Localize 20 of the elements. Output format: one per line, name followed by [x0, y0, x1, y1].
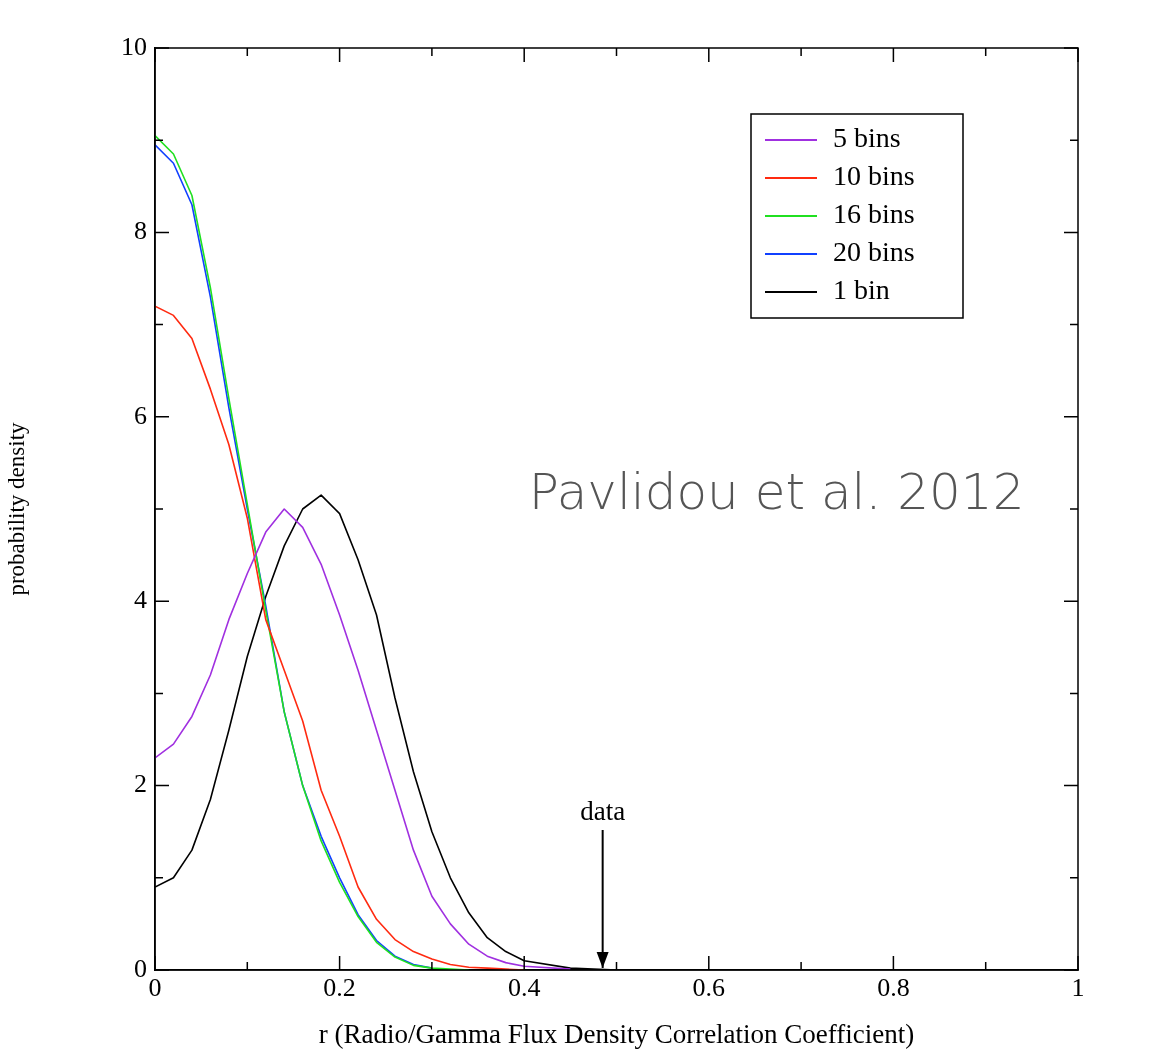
legend-label: 1 bin: [833, 274, 890, 306]
annotation: data: [580, 796, 626, 826]
y-tick-label: 10: [121, 31, 147, 61]
x-tick-label: 0.6: [692, 972, 726, 1002]
y-tick-label: 6: [134, 400, 147, 430]
legend-label: 5 bins: [833, 122, 901, 154]
legend-label: 16 bins: [833, 198, 915, 230]
x-tick-label: 0.8: [877, 972, 910, 1002]
legend-label: 10 bins: [833, 160, 915, 192]
x-axis-title: r (Radio/Gamma Flux Density Correlation Coefficient): [318, 1018, 915, 1049]
x-tick-label: 0.4: [507, 972, 541, 1002]
y-tick-label: 8: [134, 216, 147, 246]
annotation: Pavlidou et al. 2012: [528, 463, 1025, 521]
y-axis-title: probability density: [3, 421, 29, 596]
x-tick-label: 0.2: [323, 972, 356, 1002]
legend-label: 20 bins: [833, 236, 915, 268]
y-tick-label: 2: [134, 769, 147, 799]
y-tick-label: 0: [134, 953, 147, 983]
x-tick-label: 1: [1071, 972, 1085, 1002]
y-tick-label: 4: [134, 585, 147, 615]
